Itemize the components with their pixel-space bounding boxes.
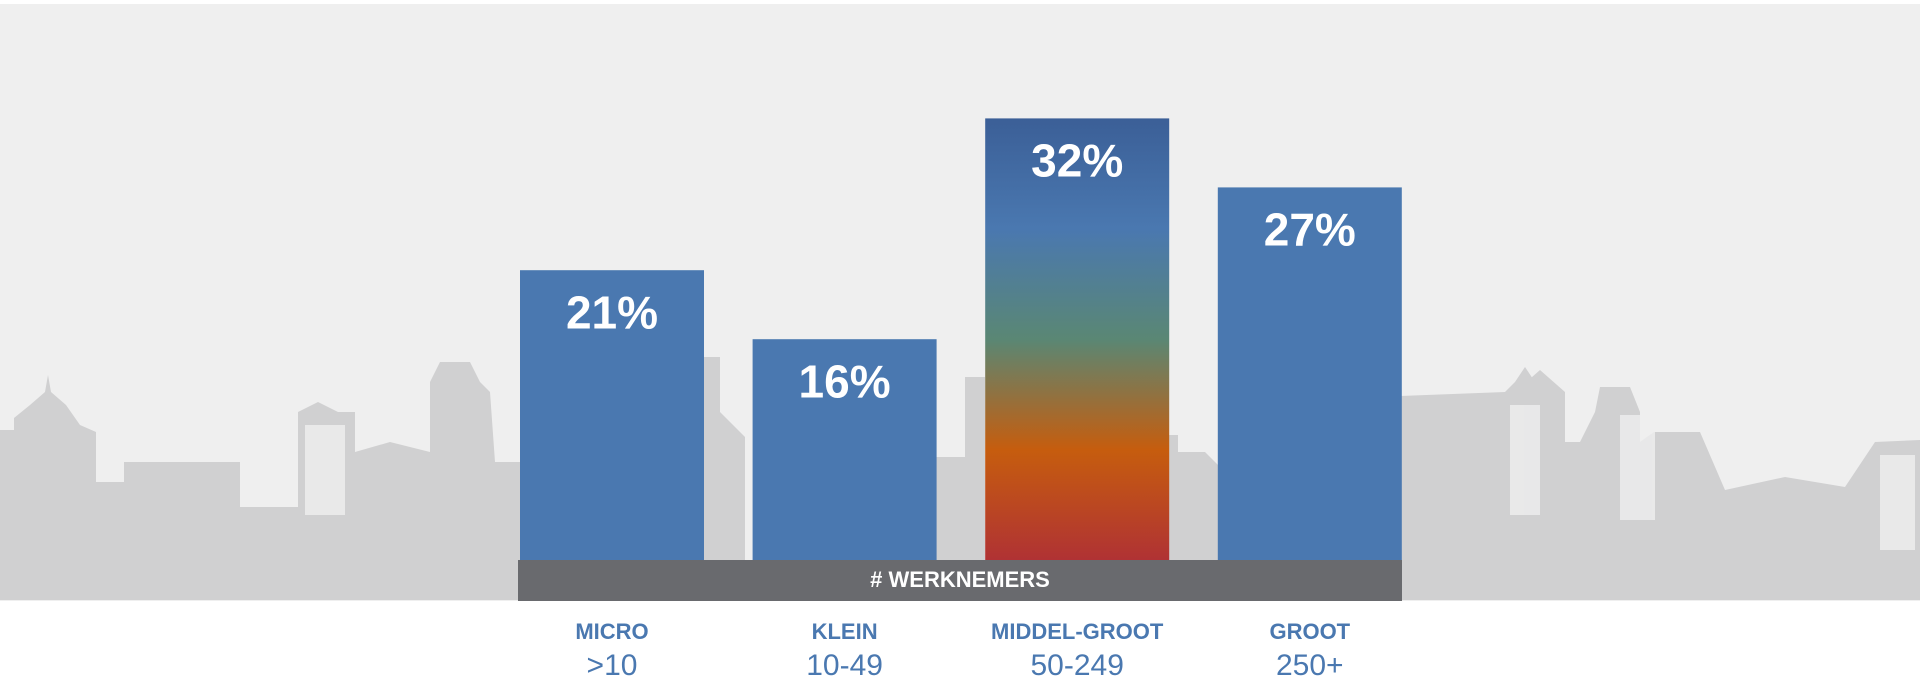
category-label: MIDDEL-GROOT — [991, 619, 1164, 644]
category-range: >10 — [587, 649, 638, 682]
value-label: 16% — [799, 355, 891, 407]
value-label: 21% — [566, 286, 658, 338]
chart: # WERKNEMERS 21% MICRO >10 16% KLEIN 10-49 32%… — [0, 0, 1920, 685]
value-label: 32% — [1031, 135, 1123, 187]
x-axis-label: # WERKNEMERS — [870, 567, 1050, 592]
category-label: MICRO — [575, 619, 648, 644]
category-range: 50-249 — [1030, 649, 1123, 682]
category-label: GROOT — [1269, 619, 1350, 644]
category-range: 10-49 — [806, 649, 883, 682]
category-range: 250+ — [1276, 649, 1344, 682]
category-label: KLEIN — [812, 619, 878, 644]
value-label: 27% — [1264, 204, 1356, 256]
